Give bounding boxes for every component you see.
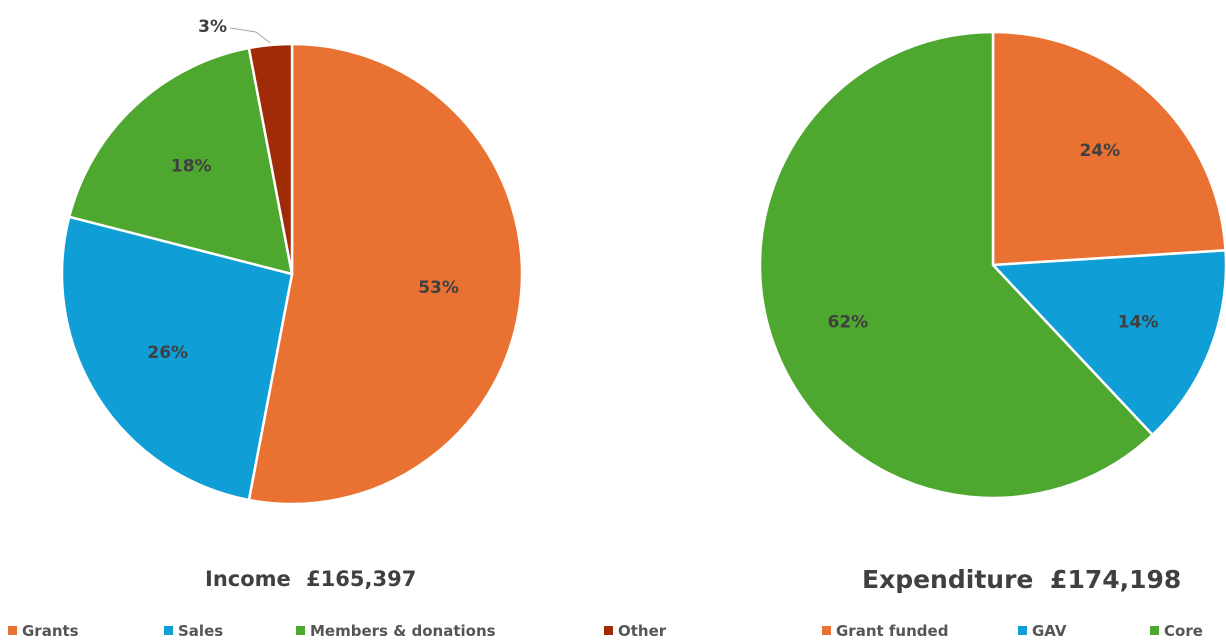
legend-item-gav: GAV [1018, 622, 1067, 640]
data-label-grants: 53% [418, 278, 459, 298]
pie-slice-members-donations [67, 46, 294, 276]
data-label-grant-funded: 24% [1080, 141, 1121, 161]
income-chart: 53% 26% 18% 3% Income £165,397 Grants Sales… [8, 17, 666, 640]
expenditure-chart: 24% 14% 62% Expenditure £174,198 Grant fun… [730, 0, 1226, 641]
legend-label: Other [618, 622, 667, 640]
legend-swatch [1018, 626, 1027, 635]
data-label-gav: 14% [1118, 312, 1159, 332]
legend-label: Core [1164, 622, 1203, 640]
legend-item-grants: Grants [8, 622, 79, 640]
legend-item-grant-funded: Grant funded [822, 622, 948, 640]
data-label-members-donations: 18% [171, 157, 212, 177]
pie-slice-other [247, 42, 294, 275]
expenditure-title: Expenditure £174,198 [862, 565, 1182, 594]
legend-item-members-donations: Members & donations [296, 622, 496, 640]
legend-label: Members & donations [310, 622, 496, 640]
pie-slice-grants [247, 42, 524, 506]
legend-swatch [604, 626, 613, 635]
legend-label: Sales [178, 622, 224, 640]
legend-swatch [1150, 626, 1159, 635]
legend-swatch [164, 626, 173, 635]
data-label-other: 3% [198, 17, 227, 37]
legend-item-other: Other [604, 622, 666, 640]
pie-slice-sales [60, 215, 294, 502]
pie-slice-core [758, 30, 1155, 500]
income-pie: 53% 26% 18% 3% [60, 17, 524, 506]
legend-label: Grant funded [836, 622, 949, 640]
expenditure-pie: 24% 14% 62% [758, 30, 1226, 500]
pie-slice-grant-funded [991, 30, 1226, 267]
data-label-sales: 26% [147, 343, 188, 363]
legend-label: Grants [22, 622, 79, 640]
legend-swatch [8, 626, 17, 635]
legend-swatch [296, 626, 305, 635]
leader-line-other [229, 27, 271, 44]
data-label-core: 62% [828, 312, 869, 332]
income-title: Income £165,397 [205, 567, 417, 591]
legend-swatch [822, 626, 831, 635]
legend-item-sales: Sales [164, 622, 223, 640]
legend-label: GAV [1032, 622, 1067, 640]
legend-item-core: Core [1150, 622, 1203, 640]
